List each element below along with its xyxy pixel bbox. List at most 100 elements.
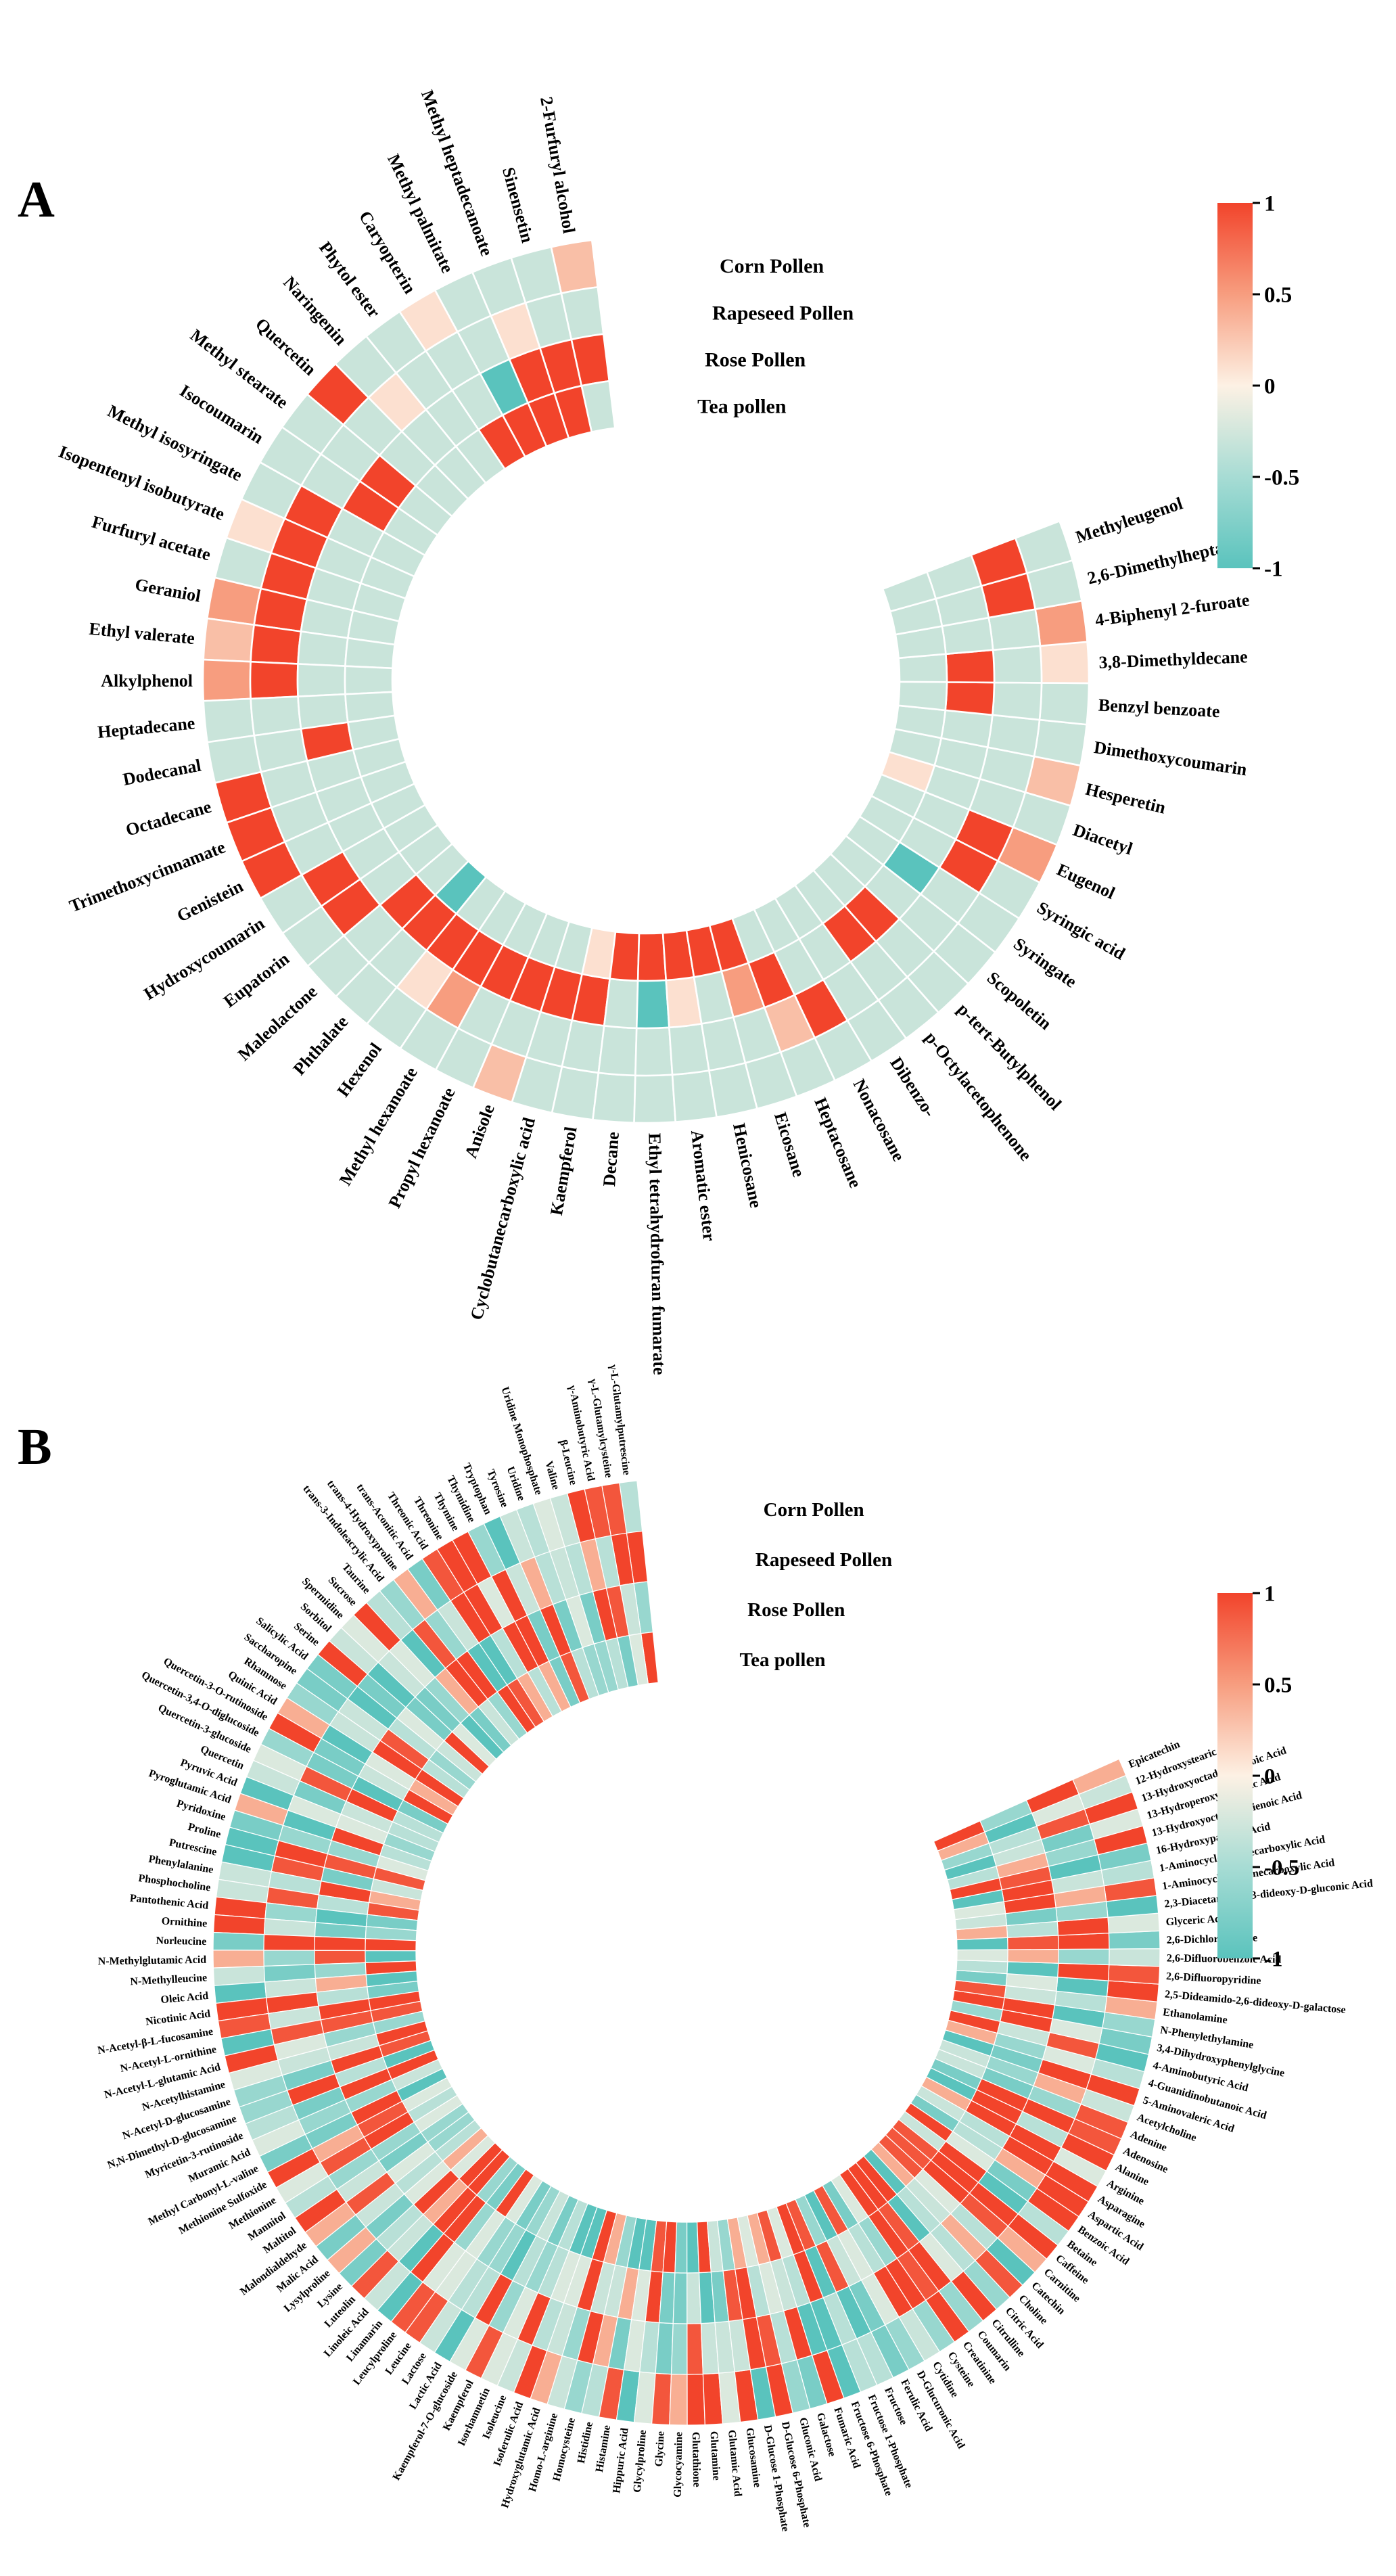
compound-label: Geraniol: [133, 574, 202, 606]
compound-label: Hesperetin: [1084, 779, 1168, 818]
heatmap-cell: [212, 1931, 265, 1951]
colorbar-tick-label: -1: [1264, 557, 1283, 582]
heatmap-cell: [297, 630, 349, 667]
heatmap-cell: [202, 658, 252, 702]
compound-label: Kaempferol: [546, 1125, 581, 1216]
compound-label: Phthalate: [289, 1012, 352, 1079]
compound-label: Eicosane: [770, 1110, 809, 1179]
compound-label: Uridine Monophosphate: [499, 1385, 544, 1496]
compound-label: Glutathione: [690, 2432, 703, 2487]
compound-label: Oleic Acid: [160, 1990, 209, 2006]
colorbar-tick-label: 1: [1264, 192, 1276, 216]
compound-label: Dodecanal: [121, 756, 202, 789]
panel-b-letter: B: [18, 1419, 52, 1475]
heatmap-cell: [609, 930, 641, 982]
compound-label: Glutamic Acid: [726, 2429, 743, 2497]
colorbar-tick-label: 0: [1264, 375, 1276, 399]
compound-label: Glutamine: [707, 2431, 722, 2481]
compound-label: Glyceric Acid: [1165, 1912, 1229, 1928]
heatmap-cell: [212, 1950, 265, 1969]
heatmap-cell: [597, 1024, 638, 1077]
compound-label: Hexenol: [333, 1039, 386, 1100]
heatmap-cell: [202, 617, 256, 663]
compound-label: Pantothenic Acid: [129, 1893, 209, 1912]
heatmap-cell: [687, 2322, 704, 2375]
compound-label: 4-Biphenyl 2-furoate: [1094, 590, 1251, 630]
compound-label: Sinensetin: [498, 165, 538, 245]
heatmap-cell: [633, 1074, 677, 1124]
colorbar-tick-label: 0.5: [1264, 1674, 1292, 1698]
compound-label: Diacetyl: [1071, 820, 1135, 858]
compound-label: Putrescine: [168, 1837, 218, 1858]
compound-label: Norleucine: [156, 1935, 206, 1948]
compound-label: Furfuryl acetate: [90, 512, 213, 565]
compound-label: Hippuric Acid: [611, 2427, 630, 2494]
heatmap-cell: [944, 649, 996, 684]
heatmap-cell: [249, 660, 299, 700]
heatmap-cell: [636, 932, 668, 982]
heatmap-cell: [1057, 1933, 1110, 1950]
colorbar-tick-label: 0.5: [1264, 283, 1292, 308]
ring-label: Corn Pollen: [720, 255, 824, 277]
heatmap-cell: [944, 681, 996, 716]
heatmap-cell: [670, 2322, 688, 2375]
compound-label: Dibenzo-: [886, 1053, 939, 1120]
heatmap-cell: [687, 2373, 705, 2426]
compound-label: Ethyl valerate: [88, 619, 195, 648]
ring-label: Rapeseed Pollen: [712, 302, 854, 324]
heatmap-cell: [674, 2222, 688, 2274]
ring-label: Tea pollen: [739, 1649, 825, 1671]
heatmap-cell: [212, 1914, 266, 1935]
heatmap-cell: [1108, 1930, 1161, 1950]
compound-label: 2,6-Difluorobenzoic Acid: [1167, 1952, 1282, 1965]
compound-label: Henicosane: [729, 1122, 766, 1210]
compound-label: Ethanolamine: [1162, 2006, 1228, 2026]
compound-label: Syringate: [1010, 934, 1080, 991]
colorbar-tick-label: -0.5: [1264, 466, 1299, 490]
compound-label: Valine: [542, 1460, 561, 1491]
compound-label: Quercetin: [252, 314, 320, 380]
heatmap-cell: [992, 645, 1043, 684]
heatmap-cell: [991, 681, 1043, 721]
heatmap-cell: [263, 1950, 315, 1967]
heatmap-cell: [1007, 1948, 1059, 1964]
compound-label: Galactose: [814, 2412, 838, 2458]
heatmap-cell: [1058, 1948, 1110, 1966]
heatmap-cell: [202, 697, 256, 743]
compound-label: Alkylphenol: [101, 671, 193, 691]
compound-label: Glucosamine: [744, 2427, 764, 2488]
heatmap-cell: [344, 665, 394, 695]
compound-label: Scopoletin: [983, 968, 1056, 1034]
colorbar-tick-label: -0.5: [1264, 1856, 1299, 1881]
compound-label: Decane: [599, 1131, 623, 1187]
ring-label: Rose Pollen: [747, 1599, 845, 1621]
heatmap-cell: [250, 624, 302, 665]
compound-label: 2,6-Difluoropyridine: [1166, 1971, 1261, 1987]
compound-label: Genistein: [174, 876, 247, 926]
compound-label: Nonacosane: [850, 1076, 909, 1164]
compound-label: Ethyl tetrahydrofuran fumarate: [645, 1133, 669, 1375]
heatmap-cell: [1109, 1948, 1161, 1967]
heatmap-cell: [1039, 641, 1090, 685]
compound-label: Glycylproline: [632, 2429, 649, 2493]
heatmap-cell: [956, 1949, 1008, 1962]
heatmap-cell: [634, 1026, 674, 1077]
compound-label: Methyleugenol: [1073, 493, 1185, 547]
compound-label: Octadecane: [124, 797, 214, 840]
colorbar-tick-label: 0: [1264, 1765, 1276, 1789]
panel-a-letter: A: [18, 171, 55, 228]
heatmap-cell: [296, 663, 346, 697]
colorbar-tick-label: 1: [1264, 1582, 1276, 1607]
compound-label: Benzyl benzoate: [1098, 695, 1220, 722]
compound-label: Anisole: [461, 1102, 498, 1161]
heatmap-cell: [365, 1938, 417, 1952]
compound-label: Nicotinic Acid: [145, 2008, 211, 2027]
compound-label: β-Leucine: [557, 1439, 579, 1486]
heatmap-cell: [669, 2373, 688, 2426]
compound-label: N-Methylglutamic Acid: [98, 1954, 207, 1968]
colorbar-gradient: [1217, 1593, 1253, 1958]
heatmap-cell: [672, 2272, 688, 2324]
heatmap-cell: [1033, 718, 1088, 767]
